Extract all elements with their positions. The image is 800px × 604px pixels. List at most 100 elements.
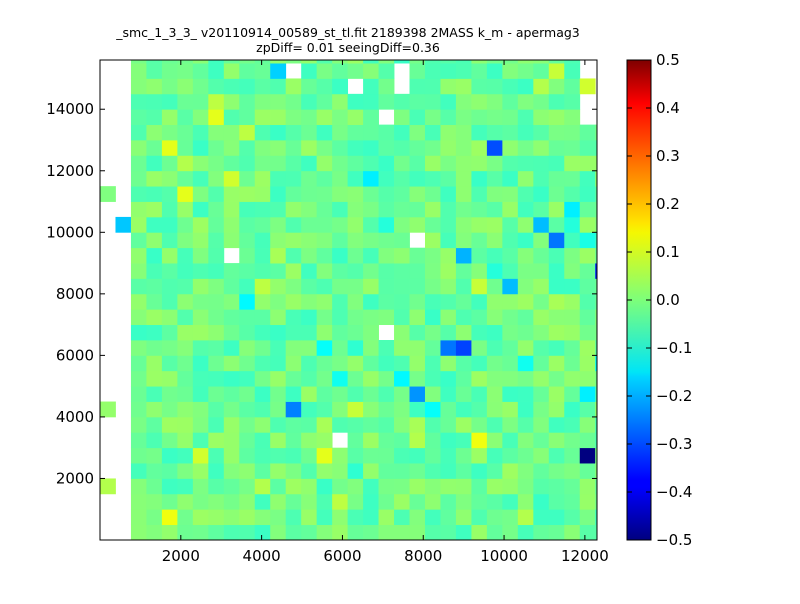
- heatmap-cell: [564, 78, 581, 95]
- heatmap-cell: [548, 432, 565, 449]
- heatmap-cell: [130, 232, 147, 249]
- heatmap-cell: [471, 386, 488, 402]
- heatmap-cell: [285, 447, 302, 464]
- heatmap-cell: [595, 493, 598, 510]
- heatmap-cell: [254, 340, 271, 356]
- heatmap-cell: [192, 278, 209, 295]
- heatmap-cell: [192, 478, 209, 495]
- heatmap-cell: [146, 232, 163, 249]
- heatmap-cell: [548, 155, 565, 172]
- heatmap-cell: [208, 493, 225, 510]
- heatmap-cell: [146, 216, 163, 233]
- heatmap-cell: [502, 478, 519, 495]
- heatmap-cell: [440, 463, 457, 479]
- heatmap-cell: [502, 170, 519, 187]
- heatmap-cell: [409, 478, 426, 495]
- heatmap-cell: [502, 109, 519, 126]
- heatmap-cell: [378, 493, 395, 510]
- heatmap-cell: [192, 386, 209, 402]
- heatmap-cell: [301, 416, 318, 433]
- heatmap-cell: [579, 309, 596, 326]
- heatmap-cell: [502, 493, 519, 510]
- heatmap-cell: [316, 447, 333, 464]
- heatmap-cell: [579, 524, 596, 541]
- heatmap-cell: [239, 201, 256, 218]
- heatmap-cell: [239, 386, 256, 402]
- heatmap-cell: [208, 124, 225, 141]
- heatmap-cell: [564, 478, 581, 495]
- heatmap-cell: [378, 478, 395, 495]
- heatmap-cell: [486, 493, 503, 510]
- heatmap-cell: [130, 293, 147, 310]
- heatmap-cell: [332, 524, 349, 541]
- heatmap-cell: [409, 63, 426, 79]
- heatmap-cell: [316, 140, 333, 156]
- heatmap-cell: [316, 278, 333, 295]
- heatmap-cell: [347, 401, 364, 418]
- heatmap-cell: [378, 370, 395, 387]
- heatmap-cell: [378, 216, 395, 233]
- heatmap-cell: [208, 524, 225, 541]
- x-tick-label: 12000: [561, 547, 609, 565]
- heatmap-cell: [394, 247, 410, 264]
- heatmap-cell: [177, 278, 194, 295]
- heatmap-cell: [301, 493, 318, 510]
- heatmap-cell: [161, 509, 178, 526]
- heatmap-cell: [564, 263, 581, 279]
- heatmap-cell: [146, 93, 163, 110]
- heatmap-cell: [254, 93, 271, 110]
- heatmap-cell: [254, 432, 271, 449]
- heatmap-cell: [192, 401, 209, 418]
- heatmap-cell: [517, 340, 534, 356]
- heatmap-cell: [533, 263, 550, 279]
- heatmap-cell: [471, 109, 488, 126]
- heatmap-cell: [486, 155, 503, 172]
- heatmap-cell: [177, 432, 194, 449]
- x-tick-label: 4000: [243, 547, 281, 565]
- heatmap-cell: [347, 93, 364, 110]
- heatmap-cell: [254, 216, 271, 233]
- heatmap-cell: [208, 278, 225, 295]
- heatmap-cell: [254, 247, 271, 264]
- heatmap-cell: [316, 416, 333, 433]
- heatmap-cell: [208, 478, 225, 495]
- heatmap-cell: [161, 278, 178, 295]
- heatmap-cell: [502, 416, 519, 433]
- heatmap-cell: [471, 463, 488, 479]
- heatmap-cell: [270, 155, 287, 172]
- heatmap-cell: [548, 170, 565, 187]
- x-tick-label: 6000: [323, 547, 361, 565]
- heatmap-cell: [595, 447, 598, 464]
- heatmap-cell: [517, 78, 534, 95]
- heatmap-cell: [223, 432, 240, 449]
- heatmap-cell: [285, 263, 302, 279]
- heatmap-cell: [177, 232, 194, 249]
- heatmap-cell: [347, 432, 364, 449]
- heatmap-cell: [146, 140, 163, 156]
- heatmap-cell: [548, 324, 565, 341]
- heatmap-cell: [378, 509, 395, 526]
- heatmap-cell: [455, 109, 472, 126]
- heatmap-cell: [254, 309, 271, 326]
- heatmap-cell: [517, 170, 534, 187]
- heatmap-cell: [502, 78, 519, 95]
- heatmap-cell: [316, 232, 333, 249]
- heatmap-cell: [208, 232, 225, 249]
- heatmap-cell: [254, 263, 271, 279]
- heatmap-cell: [440, 386, 457, 402]
- heatmap-cell: [301, 170, 318, 187]
- heatmap-cell: [208, 401, 225, 418]
- heatmap-cell: [564, 509, 581, 526]
- heatmap-cell: [595, 263, 598, 279]
- heatmap-cell: [146, 416, 163, 433]
- heatmap-cell: [347, 109, 364, 126]
- heatmap-cell: [378, 60, 395, 64]
- heatmap-cell: [301, 293, 318, 310]
- heatmap-cell: [254, 170, 271, 187]
- heatmap-cell: [239, 463, 256, 479]
- heatmap-cell: [579, 78, 596, 95]
- heatmap-cell: [471, 432, 488, 449]
- heatmap-cell: [548, 140, 565, 156]
- heatmap-cell: [502, 324, 519, 341]
